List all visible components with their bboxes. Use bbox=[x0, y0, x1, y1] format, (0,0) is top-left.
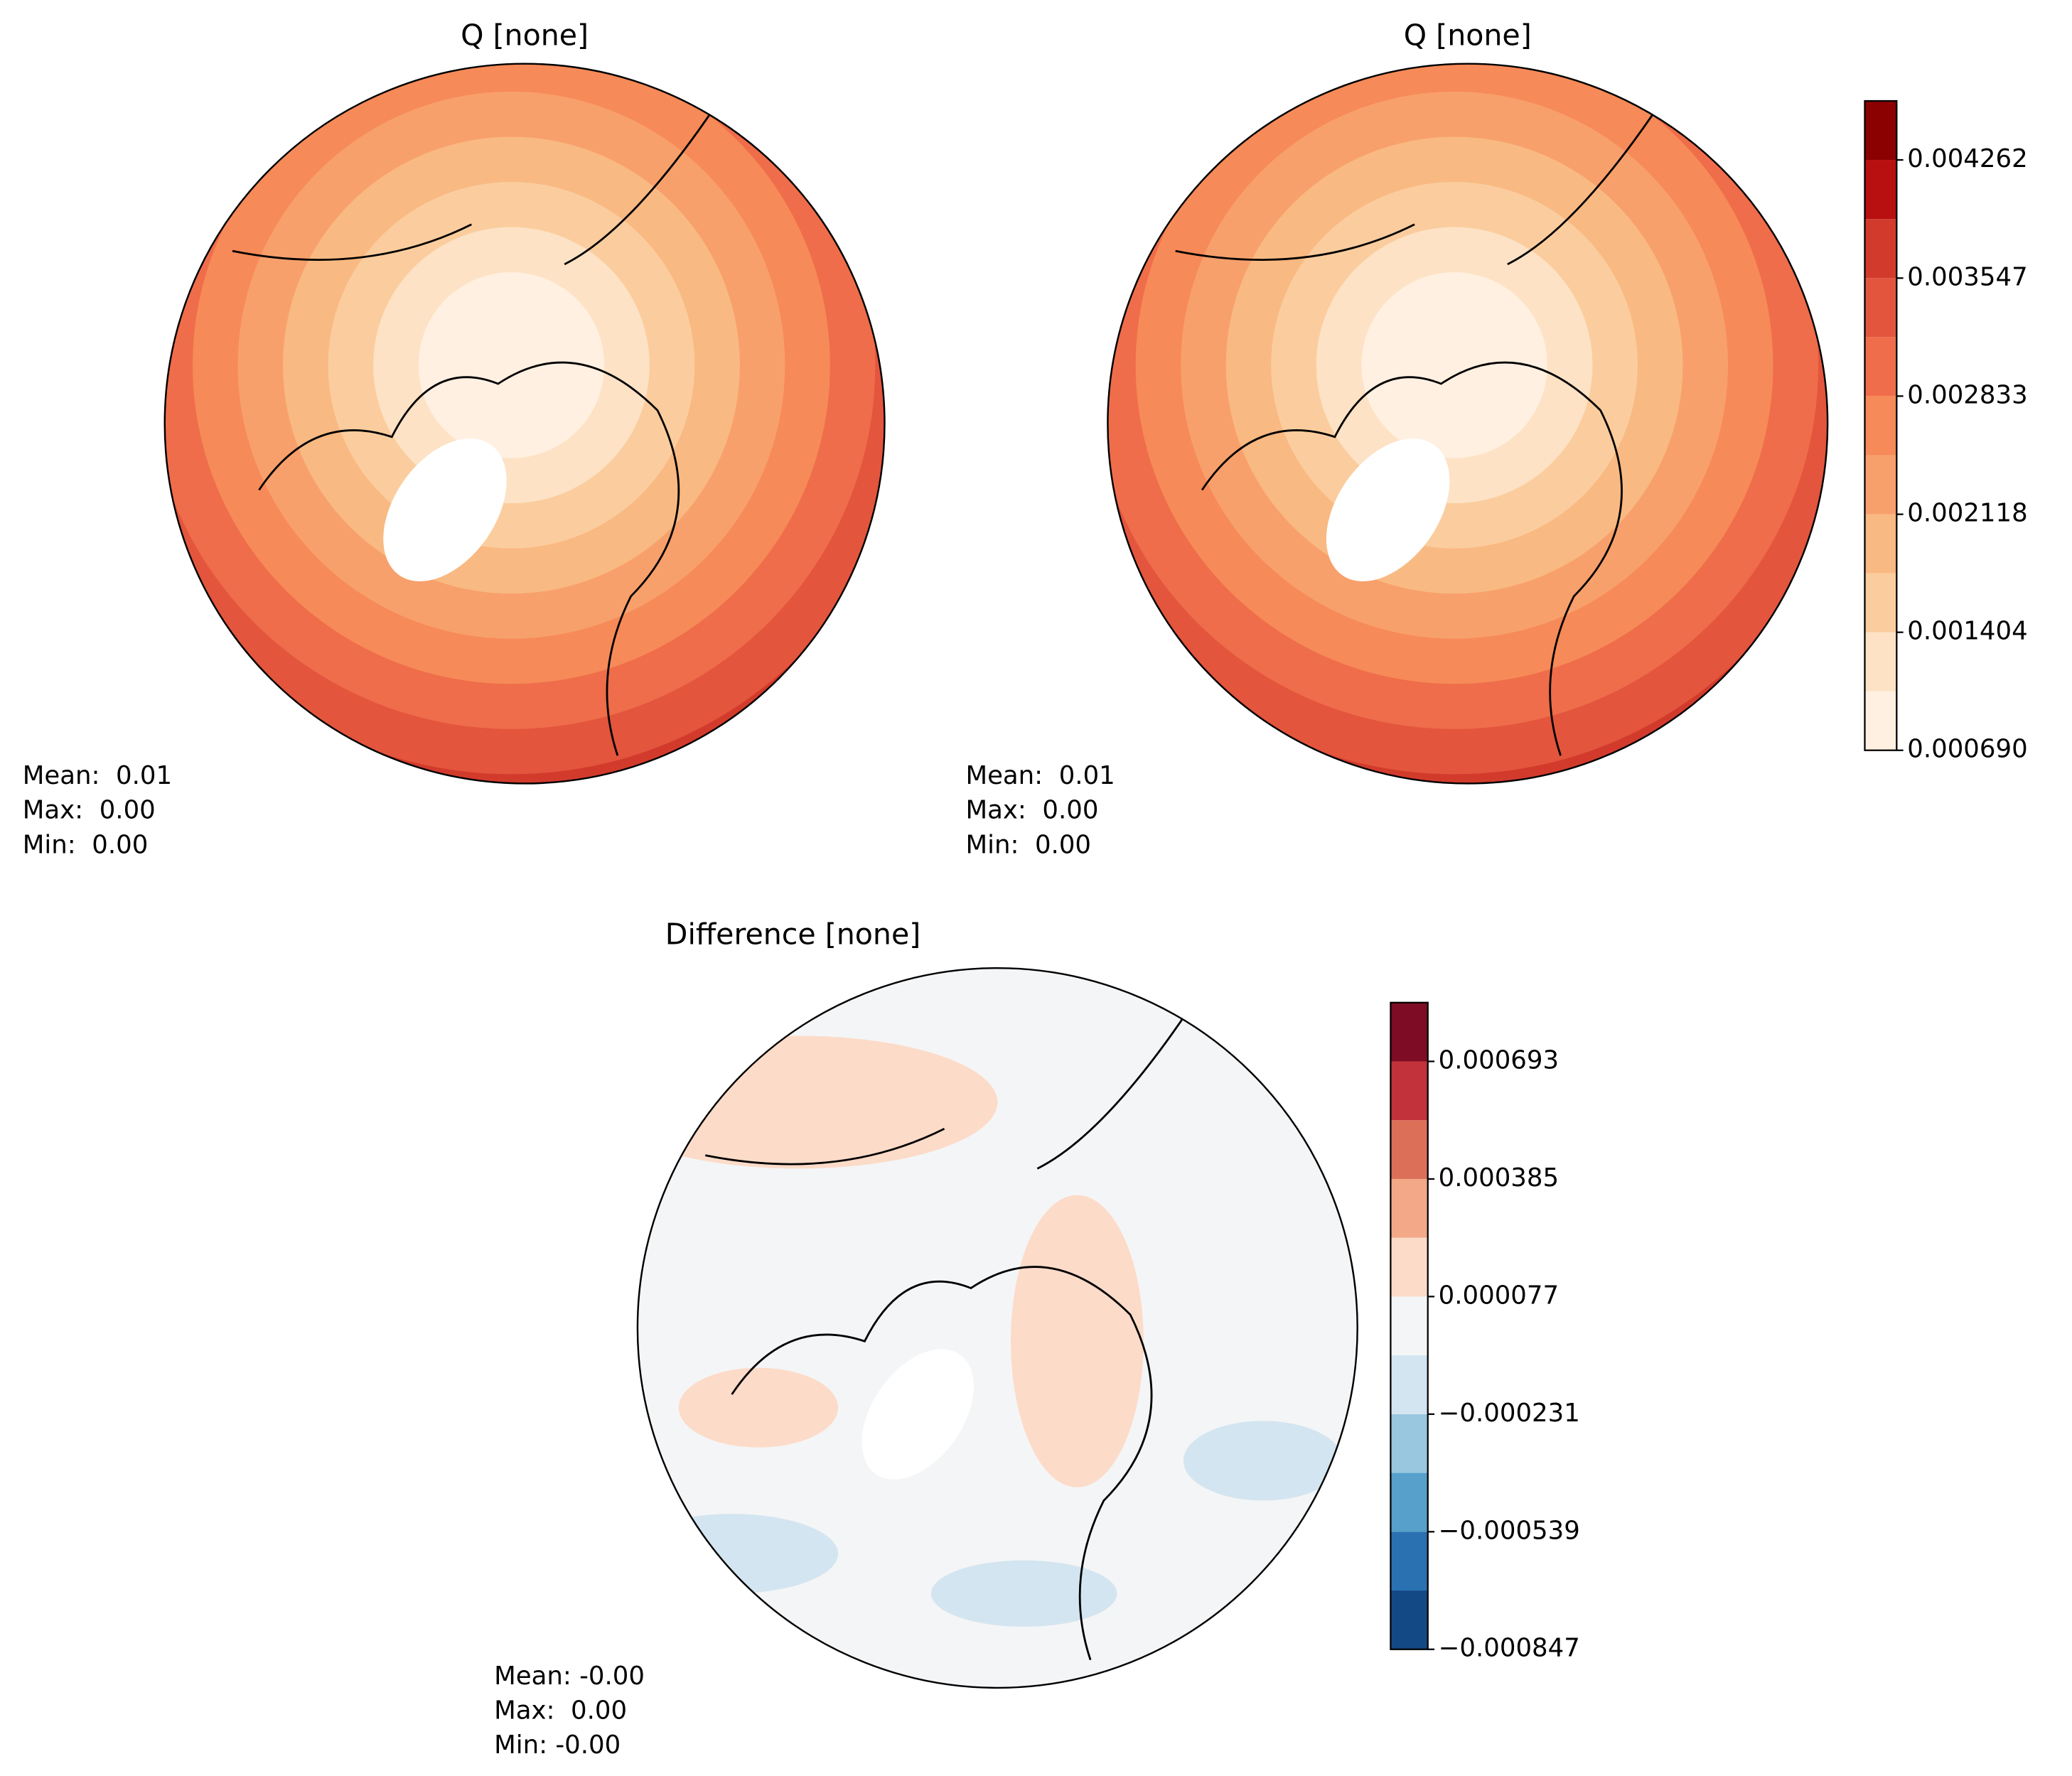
colorbar-tick-label: −0.000539 bbox=[1439, 1516, 1580, 1545]
colorbar-band bbox=[1390, 1532, 1428, 1591]
colorbar-band bbox=[1390, 1002, 1428, 1062]
contour-band bbox=[678, 1367, 839, 1448]
colorbar-band bbox=[1390, 1473, 1428, 1532]
stat-label: Min: 0.00 bbox=[23, 830, 149, 859]
colorbar-band bbox=[1390, 1355, 1428, 1414]
colorbar-band bbox=[1864, 278, 1897, 338]
colorbar-band bbox=[1390, 1237, 1428, 1297]
panel-title: Difference [none] bbox=[665, 917, 921, 951]
contour-band bbox=[637, 1035, 998, 1169]
map-field bbox=[637, 968, 1358, 1688]
stat-label: Max: 0.00 bbox=[23, 796, 156, 825]
panel-title: Q [none] bbox=[1404, 18, 1532, 52]
contour-band bbox=[637, 1514, 839, 1594]
colorbar-band bbox=[1864, 455, 1897, 515]
colorbar-band bbox=[1864, 691, 1897, 750]
stat-label: Max: 0.00 bbox=[494, 1696, 627, 1726]
colorbar-band bbox=[1390, 1414, 1428, 1473]
colorbar-tick-label: 0.000693 bbox=[1439, 1045, 1559, 1075]
colorbar-band bbox=[1864, 337, 1897, 397]
ice-sheet bbox=[1326, 438, 1450, 581]
colorbar-band bbox=[1390, 1061, 1428, 1121]
colorbar-tick-label: −0.000231 bbox=[1439, 1399, 1580, 1428]
contour-band bbox=[930, 1560, 1117, 1627]
colorbar-band bbox=[1390, 1120, 1428, 1179]
colorbar-tick-label: 0.001404 bbox=[1907, 617, 2027, 646]
colorbar-frame bbox=[1864, 99, 1898, 751]
colorbar-tick-label: 0.000077 bbox=[1439, 1281, 1559, 1310]
colorbar-band bbox=[1390, 1178, 1428, 1238]
stat-label: Mean: 0.01 bbox=[965, 761, 1115, 790]
stat-label: Mean: -0.00 bbox=[494, 1662, 645, 1691]
colorbar-band bbox=[1390, 1591, 1428, 1649]
colorbar-band bbox=[1864, 573, 1897, 633]
colorbar-tick-label: 0.000690 bbox=[1907, 735, 2027, 764]
colorbar-tick-label: −0.000847 bbox=[1439, 1634, 1580, 1663]
colorbar-band bbox=[1864, 396, 1897, 456]
colorbar-band bbox=[1864, 514, 1897, 574]
stat-label: Min: 0.00 bbox=[965, 830, 1091, 859]
contour-band bbox=[1361, 272, 1547, 458]
colorbar-tick-label: 0.000385 bbox=[1439, 1163, 1559, 1193]
colorbar-tick-label: 0.002833 bbox=[1907, 380, 2027, 409]
stat-label: Max: 0.00 bbox=[965, 796, 1098, 825]
colorbar-tick-label: 0.002118 bbox=[1907, 499, 2027, 528]
contour-band bbox=[418, 272, 605, 458]
map-boundary bbox=[636, 967, 1358, 1689]
colorbar-band bbox=[1864, 632, 1897, 691]
colorbar-tick-label: 0.003547 bbox=[1907, 262, 2027, 291]
colorbar-band bbox=[1864, 160, 1897, 220]
contour-band bbox=[1010, 1195, 1144, 1487]
map-boundary bbox=[163, 63, 886, 785]
colorbar-band bbox=[1390, 1296, 1428, 1356]
colorbar-band bbox=[1864, 219, 1897, 279]
colorbar-tick-label: 0.004262 bbox=[1907, 144, 2027, 173]
stat-label: Min: -0.00 bbox=[494, 1731, 621, 1760]
colorbar-frame bbox=[1390, 1001, 1429, 1650]
stat-label: Mean: 0.01 bbox=[23, 761, 172, 790]
ice-sheet bbox=[383, 438, 507, 581]
contour-band bbox=[1183, 1421, 1343, 1501]
ice-sheet bbox=[861, 1349, 974, 1480]
colorbar-band bbox=[1864, 101, 1897, 161]
panel-title: Q [none] bbox=[461, 18, 589, 52]
map-boundary bbox=[1107, 63, 1829, 785]
